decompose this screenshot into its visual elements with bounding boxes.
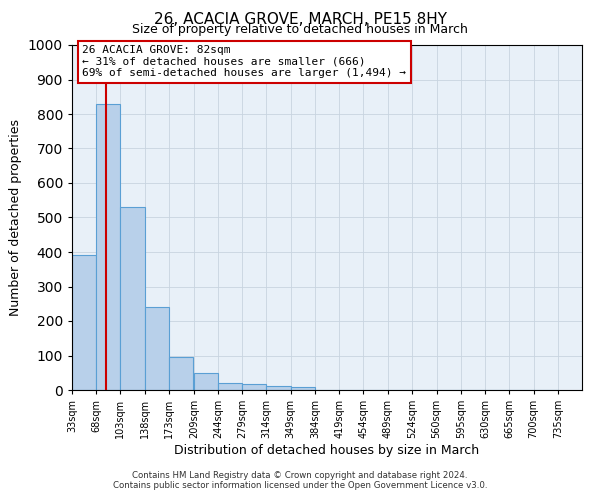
Bar bbox=[194, 373, 218, 390]
Bar bbox=[145, 307, 169, 390]
Bar bbox=[121, 207, 145, 390]
Bar bbox=[290, 387, 315, 390]
Text: 26 ACACIA GROVE: 82sqm
← 31% of detached houses are smaller (666)
69% of semi-de: 26 ACACIA GROVE: 82sqm ← 31% of detached… bbox=[82, 45, 406, 78]
Y-axis label: Number of detached properties: Number of detached properties bbox=[9, 119, 22, 316]
Bar bbox=[169, 357, 193, 390]
X-axis label: Distribution of detached houses by size in March: Distribution of detached houses by size … bbox=[175, 444, 479, 457]
Text: 26, ACACIA GROVE, MARCH, PE15 8HY: 26, ACACIA GROVE, MARCH, PE15 8HY bbox=[154, 12, 446, 28]
Bar bbox=[218, 383, 242, 390]
Bar bbox=[96, 104, 121, 390]
Bar bbox=[242, 384, 266, 390]
Bar bbox=[72, 256, 96, 390]
Text: Contains HM Land Registry data © Crown copyright and database right 2024.
Contai: Contains HM Land Registry data © Crown c… bbox=[113, 470, 487, 490]
Text: Size of property relative to detached houses in March: Size of property relative to detached ho… bbox=[132, 22, 468, 36]
Bar bbox=[266, 386, 290, 390]
